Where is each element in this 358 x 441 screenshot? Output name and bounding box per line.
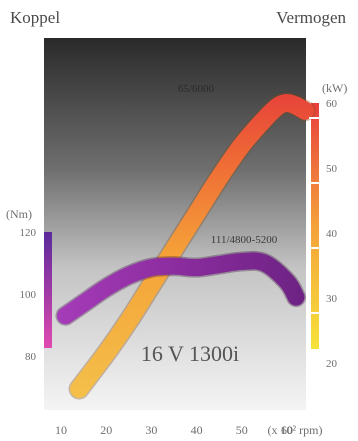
x-tick-label: 60 <box>281 423 293 437</box>
power-tick-separator <box>309 182 321 184</box>
power-axis-unit: (kW) <box>322 81 347 95</box>
power-tick-separator <box>309 377 321 379</box>
power-tick-separator <box>309 247 321 249</box>
power-tick-label: 30 <box>326 293 338 305</box>
x-axis-label: (x 10² rpm) <box>268 423 323 437</box>
x-tick-label: 20 <box>100 423 112 437</box>
power-axis-title: Vermogen <box>276 8 346 27</box>
torque-tick-label: 80 <box>25 351 37 363</box>
x-tick-label: 40 <box>191 423 203 437</box>
torque-axis-color-bar <box>44 232 52 348</box>
power-peak-label: 65/6000 <box>178 83 215 95</box>
power-curve <box>70 94 315 398</box>
torque-axis-unit: (Nm) <box>6 207 32 221</box>
x-tick-label: 30 <box>145 423 157 437</box>
power-tick-label: 50 <box>326 163 338 175</box>
x-tick-label: 10 <box>55 423 67 437</box>
torque-curve <box>57 252 305 325</box>
torque-peak-label: 111/4800-5200 <box>211 234 278 246</box>
power-tick-separator <box>309 117 321 119</box>
power-axis-color-bar <box>311 103 319 349</box>
x-tick-label: 50 <box>236 423 248 437</box>
torque-tick-label: 120 <box>20 227 37 239</box>
power-tick-separator <box>309 312 321 314</box>
torque-axis-title: Koppel <box>10 8 61 27</box>
plot-background <box>44 38 306 410</box>
power-tick-label: 40 <box>326 228 338 240</box>
power-tick-label: 20 <box>326 358 338 370</box>
torque-tick-label: 100 <box>20 289 37 301</box>
power-tick-label: 60 <box>326 98 338 110</box>
model-annotation: 16 V 1300i <box>141 341 239 366</box>
